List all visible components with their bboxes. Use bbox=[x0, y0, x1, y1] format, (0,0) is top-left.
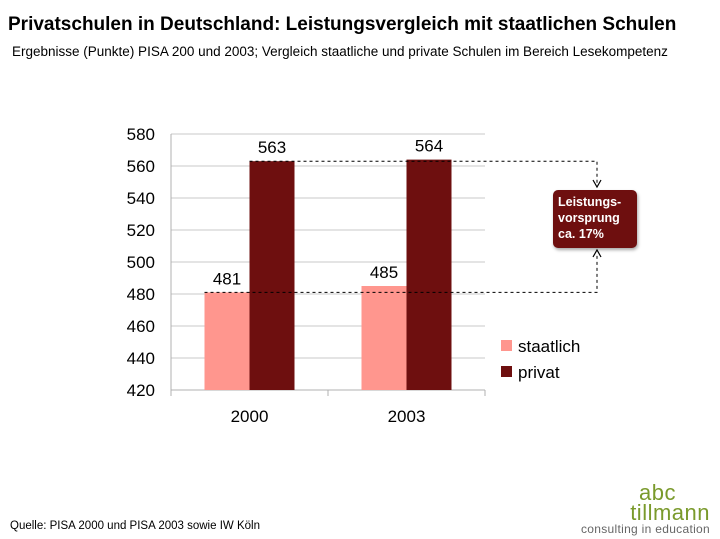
data-label-privat-2003: 564 bbox=[415, 137, 443, 156]
y-tick-labels: 420 440 460 480 500 520 540 560 580 bbox=[127, 125, 155, 400]
logo-line-1: abc bbox=[639, 480, 676, 505]
data-label-staatlich-2000: 481 bbox=[213, 269, 241, 288]
lead-callout: Leistungs- vorsprung ca. 17% bbox=[553, 190, 637, 248]
bar-privat-2000 bbox=[249, 161, 295, 390]
x-tick-label: 2000 bbox=[231, 407, 269, 426]
y-tick-label: 520 bbox=[127, 221, 155, 240]
y-tick-label: 460 bbox=[127, 317, 155, 336]
chart-subtitle: Ergebnisse (Punkte) PISA 200 und 2003; V… bbox=[12, 44, 668, 59]
chart-title: Privatschulen in Deutschland: Leistungsv… bbox=[8, 14, 677, 35]
legend-swatch-staatlich bbox=[501, 340, 512, 351]
data-label-privat-2000: 563 bbox=[258, 138, 286, 157]
legend-label-staatlich: staatlich bbox=[518, 337, 580, 356]
lead-annotation bbox=[204, 160, 602, 293]
bar-privat-2003 bbox=[406, 159, 452, 390]
callout-line-1: Leistungs- bbox=[558, 195, 622, 209]
company-logo: abc tillmann consulting in education bbox=[566, 480, 716, 536]
y-tick-label: 580 bbox=[127, 125, 155, 144]
y-tick-label: 440 bbox=[127, 349, 155, 368]
legend-swatch-privat bbox=[501, 366, 512, 377]
arrow-down-icon bbox=[592, 179, 602, 189]
lead-line-bottom bbox=[204, 253, 598, 293]
legend: staatlich privat bbox=[501, 337, 580, 382]
y-tick-label: 540 bbox=[127, 189, 155, 208]
bar-staatlich-2000 bbox=[204, 292, 250, 390]
bar-staatlich-2003 bbox=[361, 286, 407, 390]
legend-label-privat: privat bbox=[518, 363, 560, 382]
source-note: Quelle: PISA 2000 und PISA 2003 sowie IW… bbox=[10, 520, 260, 532]
x-tick-label: 2003 bbox=[388, 407, 426, 426]
y-tick-label: 420 bbox=[127, 381, 155, 400]
lead-line-top bbox=[249, 160, 598, 184]
callout-line-2: vorsprung bbox=[558, 211, 620, 225]
logo-line-3: consulting in education bbox=[581, 522, 710, 536]
y-tick-label: 500 bbox=[127, 253, 155, 272]
callout-line-3: ca. 17% bbox=[558, 227, 604, 241]
data-labels: 481 563 485 564 bbox=[213, 137, 443, 289]
data-label-staatlich-2003: 485 bbox=[370, 263, 398, 282]
logo-line-2: tillmann bbox=[630, 500, 710, 525]
bars bbox=[204, 159, 452, 390]
arrow-up-icon bbox=[592, 248, 602, 258]
x-tick-labels: 2000 2003 bbox=[231, 407, 426, 426]
y-tick-label: 480 bbox=[127, 285, 155, 304]
y-tick-label: 560 bbox=[127, 157, 155, 176]
